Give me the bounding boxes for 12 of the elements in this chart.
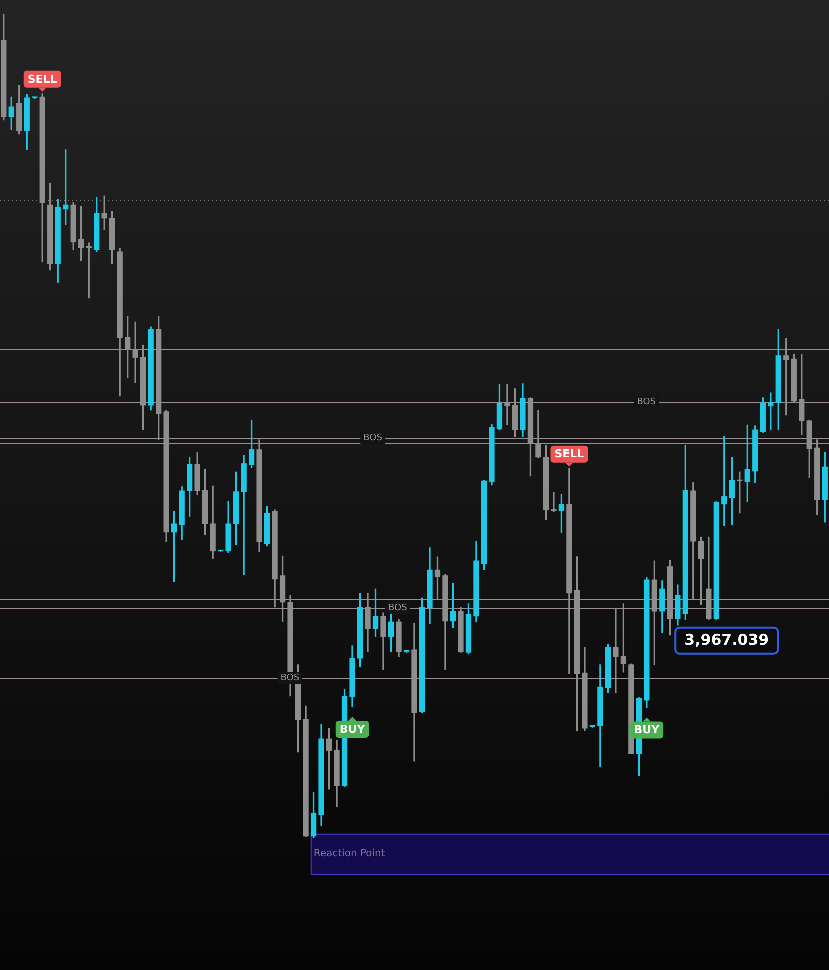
band-label: Reaction Point: [314, 848, 386, 860]
ref-line-label: BOS: [364, 434, 383, 444]
annotation: BUY: [634, 724, 661, 737]
annotation: SELL: [554, 448, 584, 461]
candlestick: [551, 492, 557, 512]
annotation: 3,967.039: [684, 630, 770, 649]
ref-line-label: BOS: [388, 603, 408, 614]
ref-line-label: BOS: [637, 397, 656, 408]
annotation: BUY: [340, 722, 366, 736]
candlestick: [241, 455, 247, 576]
annotation: SELL: [28, 72, 58, 86]
ref-line-label: BOS: [280, 673, 300, 684]
